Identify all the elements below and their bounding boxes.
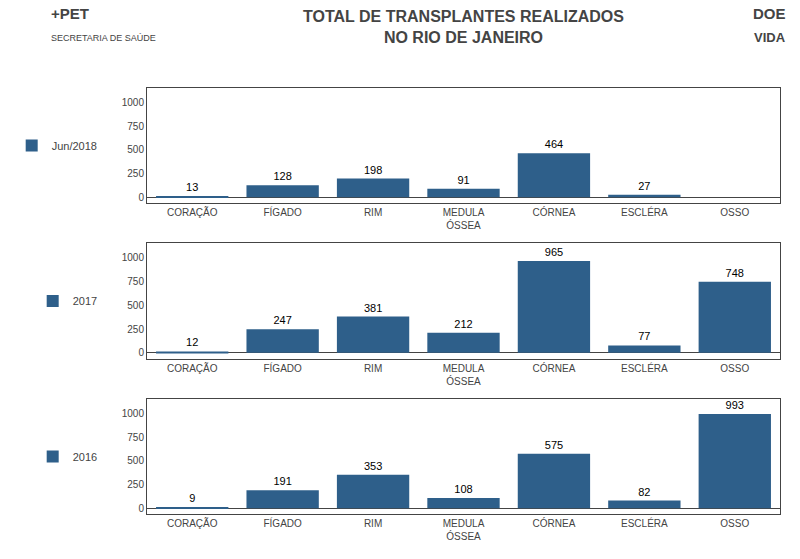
svg-text:1000: 1000 (122, 408, 145, 419)
svg-text:2017: 2017 (73, 295, 97, 307)
svg-text:RIM: RIM (364, 207, 382, 218)
svg-text:500: 500 (127, 300, 144, 311)
svg-text:212: 212 (454, 318, 472, 330)
svg-text:TOTAL DE TRANSPLANTES REALIZAD: TOTAL DE TRANSPLANTES REALIZADOSNO RIO D… (303, 8, 624, 46)
svg-text:2016: 2016 (73, 451, 97, 463)
svg-text:381: 381 (364, 302, 382, 314)
svg-text:CÓRNEA: CÓRNEA (533, 206, 576, 218)
svg-text:VIDA: VIDA (754, 30, 786, 45)
svg-text:353: 353 (364, 460, 382, 472)
svg-text:82: 82 (638, 486, 650, 498)
svg-text:MEDULAÓSSEA: MEDULAÓSSEA (443, 518, 485, 542)
svg-text:0: 0 (138, 503, 144, 514)
svg-text:750: 750 (127, 432, 144, 443)
svg-text:0: 0 (138, 192, 144, 203)
svg-text:250: 250 (127, 168, 144, 179)
svg-text:ESCLÉRA: ESCLÉRA (621, 206, 668, 218)
svg-text:750: 750 (127, 276, 144, 287)
svg-text:748: 748 (726, 267, 744, 279)
svg-text:12: 12 (186, 336, 198, 348)
svg-text:CÓRNEA: CÓRNEA (533, 362, 576, 374)
svg-text:247: 247 (273, 314, 291, 326)
svg-text:575: 575 (545, 439, 563, 451)
svg-text:MEDULAÓSSEA: MEDULAÓSSEA (443, 363, 485, 387)
svg-text:13: 13 (186, 181, 198, 193)
svg-text:1000: 1000 (122, 97, 145, 108)
svg-text:+PET: +PET (51, 5, 89, 22)
svg-text:ESCLÉRA: ESCLÉRA (621, 517, 668, 529)
svg-text:DOE: DOE (753, 5, 786, 22)
svg-text:91: 91 (457, 174, 469, 186)
svg-text:CORAÇÃO: CORAÇÃO (167, 206, 218, 218)
svg-text:108: 108 (454, 483, 472, 495)
svg-text:198: 198 (364, 164, 382, 176)
svg-text:9: 9 (189, 492, 195, 504)
svg-text:500: 500 (127, 144, 144, 155)
svg-text:1000: 1000 (122, 252, 145, 263)
svg-text:FÍGADO: FÍGADO (263, 206, 302, 218)
svg-text:750: 750 (127, 121, 144, 132)
svg-text:OSSO: OSSO (720, 518, 749, 529)
svg-text:CÓRNEA: CÓRNEA (533, 517, 576, 529)
svg-text:ESCLÉRA: ESCLÉRA (621, 362, 668, 374)
svg-text:OSSO: OSSO (720, 363, 749, 374)
svg-text:MEDULAÓSSEA: MEDULAÓSSEA (443, 207, 485, 231)
svg-text:RIM: RIM (364, 363, 382, 374)
svg-text:27: 27 (638, 180, 650, 192)
svg-text:250: 250 (127, 479, 144, 490)
svg-text:464: 464 (545, 138, 563, 150)
svg-text:993: 993 (726, 399, 744, 411)
svg-text:191: 191 (273, 475, 291, 487)
svg-text:250: 250 (127, 324, 144, 335)
svg-text:SECRETARIA DE SAÚDE: SECRETARIA DE SAÚDE (51, 33, 156, 43)
svg-text:CORAÇÃO: CORAÇÃO (167, 517, 218, 529)
svg-text:FÍGADO: FÍGADO (263, 517, 302, 529)
svg-text:500: 500 (127, 455, 144, 466)
svg-text:128: 128 (273, 170, 291, 182)
svg-text:CORAÇÃO: CORAÇÃO (167, 362, 218, 374)
svg-text:0: 0 (138, 347, 144, 358)
svg-text:FÍGADO: FÍGADO (263, 362, 302, 374)
svg-text:RIM: RIM (364, 518, 382, 529)
svg-text:Jun/2018: Jun/2018 (52, 140, 97, 152)
svg-text:77: 77 (638, 330, 650, 342)
svg-text:OSSO: OSSO (720, 207, 749, 218)
svg-text:965: 965 (545, 246, 563, 258)
